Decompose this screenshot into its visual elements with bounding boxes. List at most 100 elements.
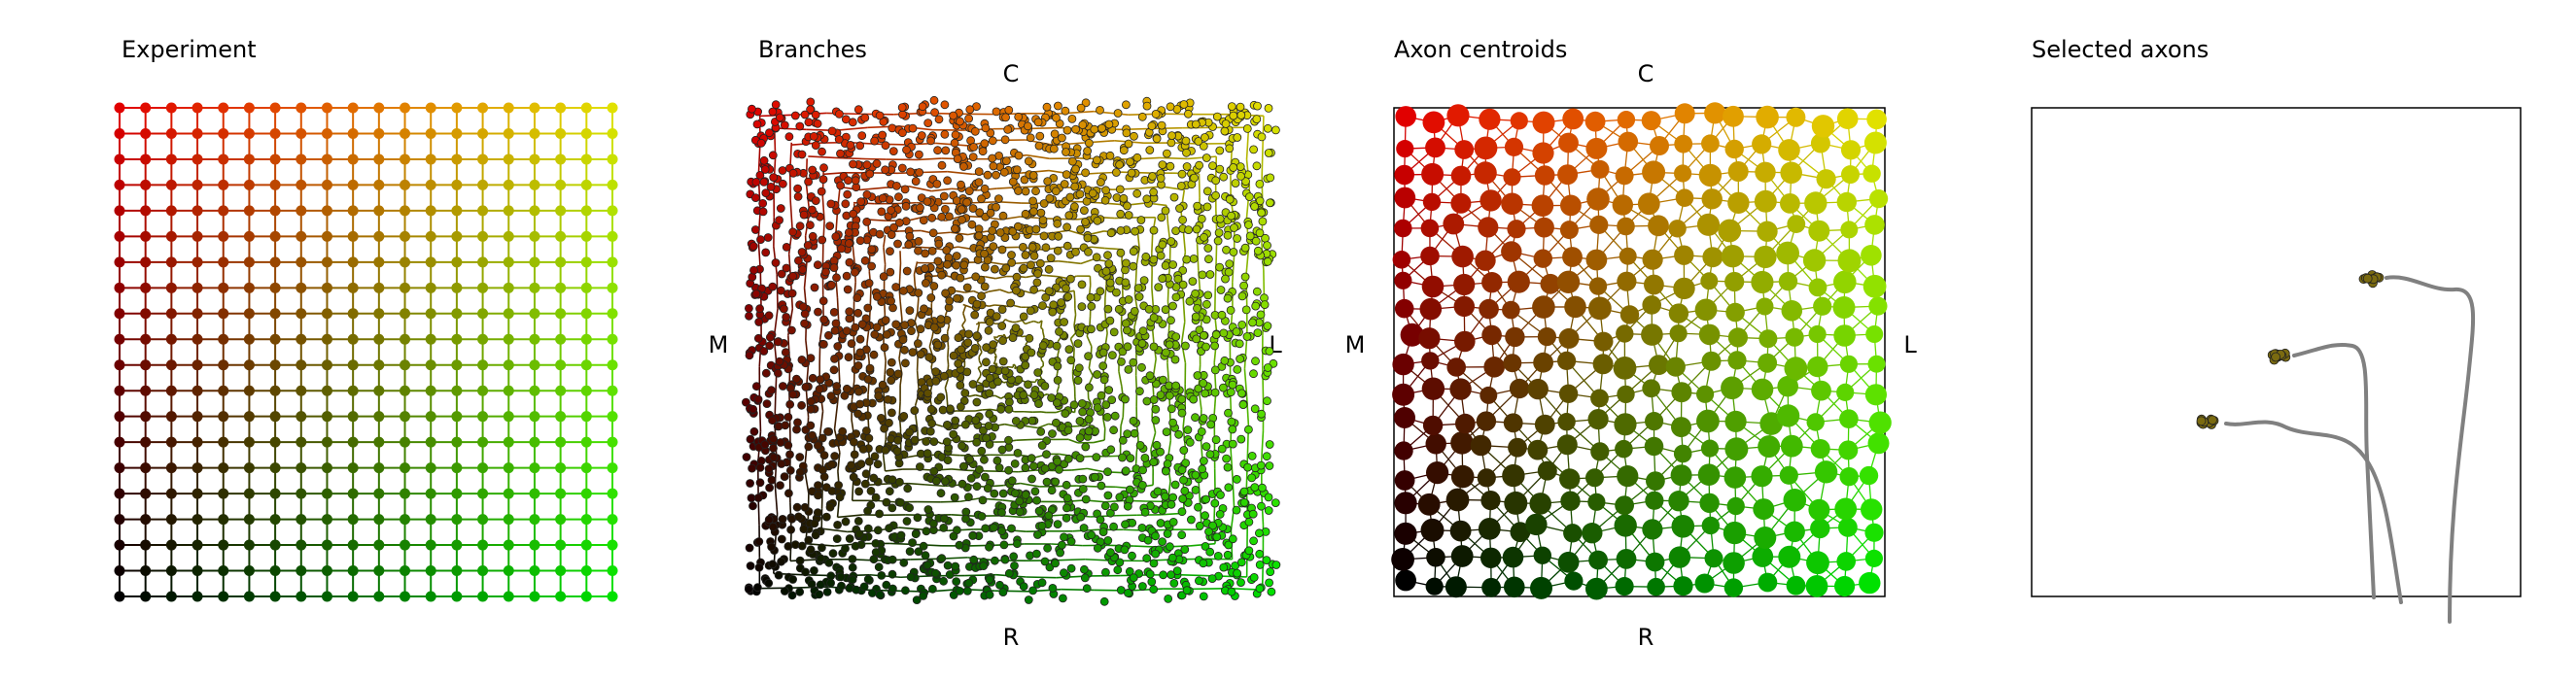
branch-point bbox=[873, 526, 883, 535]
branch-point bbox=[1227, 587, 1236, 596]
branch-point bbox=[1203, 244, 1213, 253]
branch-point bbox=[927, 213, 937, 222]
branch-point bbox=[797, 400, 806, 410]
branch-point bbox=[1076, 512, 1086, 522]
branch-point bbox=[1034, 141, 1044, 151]
branch-point bbox=[1230, 223, 1238, 232]
branch-point bbox=[964, 114, 973, 123]
grid-point bbox=[269, 488, 281, 499]
branch-trace bbox=[1080, 258, 1094, 265]
grid-point bbox=[580, 230, 592, 242]
branch-point bbox=[887, 205, 895, 215]
branch-point bbox=[869, 473, 879, 483]
branch-point bbox=[1124, 139, 1133, 149]
branch-trace bbox=[1057, 349, 1061, 357]
branch-point bbox=[764, 464, 774, 474]
grid-point bbox=[114, 127, 125, 139]
branch-point bbox=[861, 469, 871, 479]
branch-point bbox=[825, 221, 835, 231]
branch-trace bbox=[1180, 322, 1186, 343]
branch-point bbox=[1166, 138, 1176, 148]
grid-point bbox=[347, 102, 359, 114]
branch-point bbox=[968, 380, 978, 389]
branch-point bbox=[888, 555, 897, 564]
branch-point bbox=[1130, 131, 1138, 141]
branch-point bbox=[1115, 160, 1124, 169]
branch-point bbox=[1119, 146, 1129, 155]
branch-point bbox=[1108, 351, 1117, 360]
branch-point bbox=[1171, 292, 1181, 302]
branch-point bbox=[771, 258, 781, 267]
branch-point bbox=[1159, 570, 1167, 580]
branch-point bbox=[995, 227, 1005, 237]
branch-point bbox=[1085, 383, 1094, 392]
grid-point bbox=[165, 333, 177, 345]
branch-point bbox=[808, 205, 817, 215]
branch-point bbox=[1191, 289, 1200, 298]
branch-point bbox=[1215, 510, 1225, 519]
branch-point bbox=[1058, 540, 1066, 550]
branch-point bbox=[1224, 483, 1234, 493]
grid-point bbox=[451, 153, 463, 165]
branch-point bbox=[939, 524, 949, 532]
branch-point bbox=[1177, 394, 1187, 404]
grid-point bbox=[477, 153, 489, 165]
branch-trace bbox=[1058, 260, 1068, 263]
branch-point bbox=[974, 178, 984, 187]
centroids-frame bbox=[1393, 107, 1886, 597]
branch-trace bbox=[990, 261, 1004, 265]
branch-point bbox=[955, 233, 964, 243]
branch-point bbox=[1220, 356, 1230, 365]
branch-point bbox=[826, 391, 836, 401]
branch-point bbox=[853, 293, 862, 303]
branch-point bbox=[814, 491, 822, 500]
branch-point bbox=[826, 199, 836, 209]
branch-point bbox=[943, 420, 952, 429]
branch-point bbox=[759, 177, 769, 187]
branch-point bbox=[1170, 355, 1180, 364]
branch-point bbox=[1118, 435, 1128, 445]
grid-point bbox=[580, 462, 592, 474]
branch-point bbox=[863, 506, 872, 516]
branch-point bbox=[1034, 506, 1044, 516]
branch-trace bbox=[1086, 335, 1093, 347]
branch-point bbox=[980, 455, 989, 464]
branch-trace bbox=[1120, 417, 1125, 426]
grid-point bbox=[607, 282, 618, 293]
branch-point bbox=[1194, 137, 1203, 146]
branch-point bbox=[919, 216, 928, 225]
branch-point bbox=[1021, 352, 1030, 361]
branch-point bbox=[801, 567, 810, 577]
branch-point bbox=[922, 561, 932, 570]
branch-point bbox=[863, 375, 873, 384]
branch-point bbox=[1233, 364, 1242, 374]
branch-point bbox=[919, 541, 928, 551]
branch-point bbox=[957, 215, 966, 224]
branch-point bbox=[860, 113, 870, 122]
grid-point bbox=[477, 333, 489, 345]
branch-point bbox=[927, 246, 937, 255]
grid-point bbox=[191, 462, 203, 474]
grid-point bbox=[607, 539, 618, 551]
branch-point bbox=[799, 525, 809, 533]
grid-point bbox=[373, 539, 385, 551]
grid-point bbox=[140, 153, 152, 165]
branch-point bbox=[908, 123, 918, 133]
grid-point bbox=[400, 205, 411, 217]
branch-point bbox=[937, 212, 947, 221]
grid-point bbox=[555, 102, 567, 114]
branch-point bbox=[835, 493, 845, 502]
branch-point bbox=[899, 286, 908, 295]
branch-point bbox=[1039, 231, 1049, 241]
branch-point bbox=[1032, 278, 1042, 288]
grid-point bbox=[400, 462, 411, 474]
branch-point bbox=[1193, 201, 1202, 211]
branch-point bbox=[855, 236, 865, 246]
grid-point bbox=[243, 539, 255, 551]
branch-point bbox=[872, 323, 882, 332]
panel-branches: Branches C R M L bbox=[709, 36, 1283, 651]
grid-point bbox=[347, 385, 359, 396]
grid-point bbox=[269, 205, 281, 217]
branch-point bbox=[957, 479, 967, 489]
grid-point bbox=[529, 514, 540, 526]
